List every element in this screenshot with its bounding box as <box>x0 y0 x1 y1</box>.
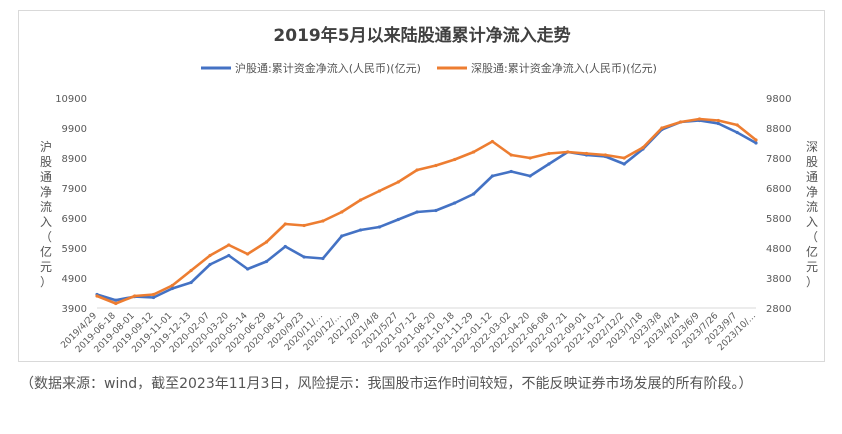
right-tick-label: 6800 <box>766 184 791 195</box>
data-point <box>472 192 476 196</box>
data-point <box>603 153 608 157</box>
right-tick-label: 9800 <box>766 94 791 105</box>
data-point <box>509 169 513 174</box>
left-axis-label: 沪股通净流入（亿元） <box>40 140 52 289</box>
data-point <box>246 267 250 271</box>
data-point <box>622 162 626 166</box>
right-tick-label: 5800 <box>766 214 791 225</box>
data-point <box>321 256 325 261</box>
left-tick-label: 8900 <box>62 154 87 165</box>
x-axis: 2019/4/292019-06-182019-08-012019-09-122… <box>59 307 758 355</box>
data-point <box>584 151 589 156</box>
data-point <box>95 294 99 298</box>
data-point <box>208 253 212 258</box>
data-point <box>415 210 419 214</box>
data-point <box>660 126 664 130</box>
right-tick-label: 3800 <box>766 274 791 285</box>
data-point <box>453 201 457 205</box>
data-point <box>528 174 532 178</box>
data-point <box>189 268 193 273</box>
left-tick-label: 4900 <box>62 274 87 285</box>
left-tick-label: 3900 <box>62 304 87 315</box>
data-point <box>396 180 400 184</box>
chart-title: 2019年5月以来陆股通累计净流入走势 <box>273 25 570 46</box>
data-point <box>114 298 118 302</box>
left-tick-label: 6900 <box>62 214 87 225</box>
data-point <box>453 157 457 162</box>
series-line-sz <box>96 117 757 305</box>
data-point <box>321 219 325 223</box>
data-point <box>340 210 344 214</box>
data-point <box>264 259 269 264</box>
left-tick-label: 5900 <box>62 244 87 255</box>
right-y-axis: 2800 3800 4800 5800 6800 7800 8800 9800 <box>766 94 791 315</box>
right-axis-label: 深股通净流入（亿元） <box>806 140 818 289</box>
data-point <box>622 156 626 160</box>
data-point <box>396 217 400 222</box>
data-point <box>151 295 156 300</box>
data-point <box>283 244 287 249</box>
left-axis-title: 沪股通净流入（亿元） <box>40 140 52 289</box>
data-point <box>735 130 739 135</box>
data-point <box>716 118 720 123</box>
left-y-axis: 3900 4900 5900 6900 7900 8900 9900 10900 <box>55 94 87 315</box>
data-point <box>302 255 306 259</box>
data-point <box>754 138 758 142</box>
data-point <box>227 253 231 258</box>
series-points-sz <box>95 117 758 306</box>
right-tick-label: 2800 <box>766 304 791 315</box>
data-point <box>472 150 476 154</box>
data-point <box>302 223 306 228</box>
right-tick-label: 4800 <box>766 244 791 255</box>
data-point <box>679 120 683 124</box>
right-axis-title: 深股通净流入（亿元） <box>806 140 818 289</box>
data-point <box>170 283 174 288</box>
series-layer <box>95 117 758 306</box>
data-point <box>208 262 212 267</box>
data-point <box>415 168 419 172</box>
series-line-sh <box>96 119 757 302</box>
data-point <box>754 141 758 145</box>
data-point <box>490 139 494 144</box>
chart-frame: 2019年5月以来陆股通累计净流入走势 沪股通:累计资金净流入(人民币)(亿元)… <box>18 10 825 362</box>
data-point <box>359 228 363 232</box>
data-point <box>735 123 739 127</box>
data-point <box>264 240 269 244</box>
data-point <box>359 198 363 202</box>
data-point <box>716 121 720 126</box>
source-note: （数据来源：wind，截至2023年11月3日，风险提示：我国股市运作时间较短，… <box>20 376 753 392</box>
legend-label-sz: 深股通:累计资金净流入(人民币)(亿元) <box>471 61 657 75</box>
data-point <box>283 222 287 226</box>
data-point <box>509 153 513 157</box>
line-chart: 2019年5月以来陆股通累计净流入走势 沪股通:累计资金净流入(人民币)(亿元)… <box>40 25 818 355</box>
data-point <box>566 150 570 154</box>
data-point <box>133 294 137 298</box>
left-tick-label: 7900 <box>62 184 87 195</box>
data-point <box>641 145 645 150</box>
right-tick-label: 7800 <box>766 154 791 165</box>
series-points-sh <box>95 118 758 302</box>
data-point <box>227 243 231 247</box>
left-tick-label: 10900 <box>55 94 87 105</box>
data-point <box>151 292 156 297</box>
right-tick-label: 8800 <box>766 124 791 135</box>
data-point <box>547 151 551 156</box>
data-point <box>434 163 438 168</box>
data-point <box>377 189 381 193</box>
data-point <box>340 234 344 238</box>
data-point <box>490 174 494 178</box>
data-point <box>528 156 532 160</box>
data-point <box>246 252 250 256</box>
legend: 沪股通:累计资金净流入(人民币)(亿元) 深股通:累计资金净流入(人民币)(亿元… <box>201 61 657 75</box>
data-point <box>170 286 174 291</box>
left-tick-label: 9900 <box>62 124 87 135</box>
legend-label-sh: 沪股通:累计资金净流入(人民币)(亿元) <box>235 61 421 75</box>
data-point <box>189 280 193 285</box>
data-point <box>377 225 381 229</box>
data-point <box>114 301 118 306</box>
data-point <box>697 117 702 121</box>
data-point <box>434 208 438 213</box>
data-point <box>547 162 551 166</box>
